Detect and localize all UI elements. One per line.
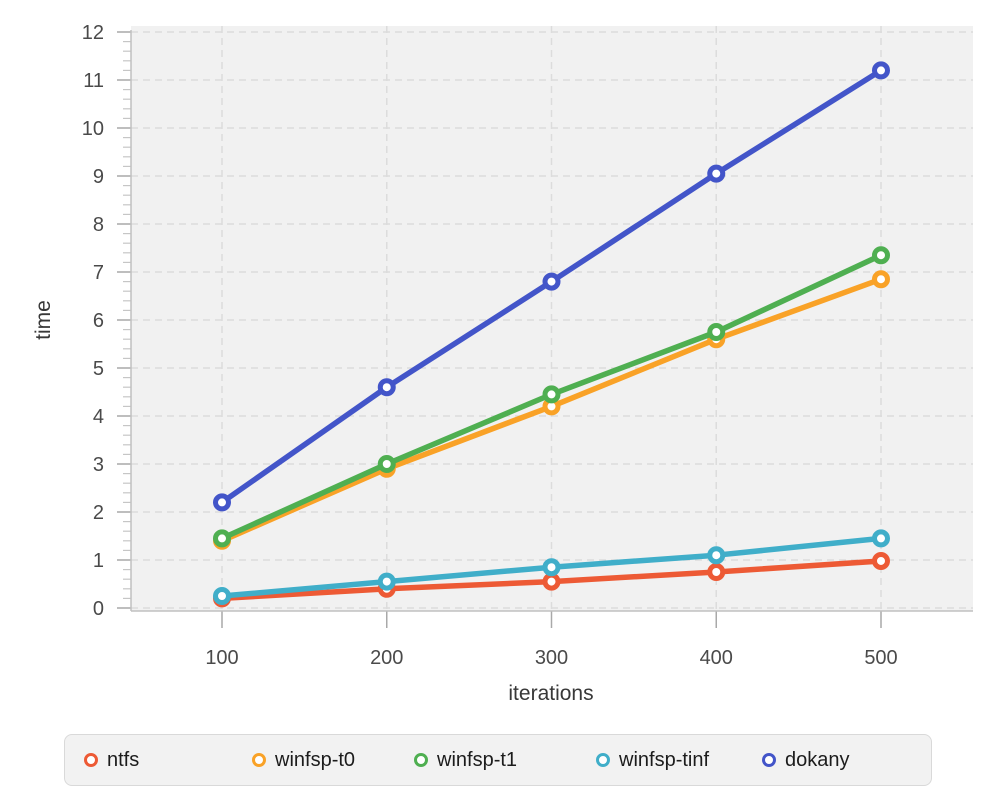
y-tick-label-5: 5 <box>93 358 104 380</box>
data-point-winfsp-tinf-500 <box>872 529 890 548</box>
data-point-dokany-400 <box>707 164 726 183</box>
y-tick-label-3: 3 <box>93 454 104 476</box>
x-axis-title: iterations <box>508 682 594 705</box>
data-point-winfsp-tinf-400 <box>707 546 726 565</box>
data-point-ntfs-500 <box>872 551 890 570</box>
data-point-winfsp-tinf-100 <box>213 587 231 605</box>
legend-label-dokany: dokany <box>785 748 850 771</box>
legend-marker-winfsp-t0 <box>252 753 266 767</box>
x-tick-label-400: 400 <box>700 647 733 669</box>
data-point-ntfs-400 <box>707 563 726 581</box>
data-point-winfsp-tinf-300 <box>542 558 561 577</box>
legend-label-winfsp-t1: winfsp-t1 <box>437 748 518 771</box>
legend: ntfs winfsp-t0 winfsp-t1 winfsp-tinf dokany <box>64 734 932 786</box>
y-tick-label-1: 1 <box>93 550 104 572</box>
legend-item-dokany[interactable]: dokany <box>762 735 850 785</box>
data-point-winfsp-t0-500 <box>872 270 890 289</box>
x-tick-label-300: 300 <box>535 647 568 669</box>
y-tick-label-9: 9 <box>93 166 104 188</box>
data-point-winfsp-t1-100 <box>213 529 231 548</box>
x-tick-label-500: 500 <box>864 647 897 669</box>
legend-marker-ntfs <box>84 753 98 767</box>
legend-item-winfsp-tinf[interactable]: winfsp-tinf <box>596 735 709 785</box>
data-point-ntfs-300 <box>542 572 561 591</box>
data-point-dokany-100 <box>213 493 231 512</box>
y-tick-label-2: 2 <box>93 502 104 524</box>
y-tick-label-4: 4 <box>93 406 104 428</box>
y-tick-label-8: 8 <box>93 214 104 236</box>
x-tick-label-100: 100 <box>205 647 238 669</box>
y-tick-label-12: 12 <box>82 22 104 44</box>
data-point-winfsp-tinf-200 <box>377 572 396 591</box>
legend-label-winfsp-tinf: winfsp-tinf <box>619 748 710 771</box>
legend-label-ntfs: ntfs <box>107 748 140 771</box>
y-tick-label-11: 11 <box>83 70 104 92</box>
data-point-winfsp-t1-300 <box>542 385 561 404</box>
y-tick-label-7: 7 <box>93 262 104 284</box>
y-tick-label-6: 6 <box>93 310 104 332</box>
data-point-winfsp-t1-400 <box>707 323 726 341</box>
data-point-winfsp-t1-200 <box>377 455 396 473</box>
legend-item-ntfs[interactable]: ntfs <box>84 735 139 785</box>
y-tick-label-10: 10 <box>82 118 104 140</box>
legend-marker-dokany <box>762 753 776 767</box>
legend-item-winfsp-t0[interactable]: winfsp-t0 <box>252 735 355 785</box>
legend-marker-winfsp-t1 <box>414 753 428 767</box>
legend-label-winfsp-t0: winfsp-t0 <box>275 748 356 771</box>
y-axis-title: time <box>32 300 55 340</box>
x-tick-label-200: 200 <box>370 647 403 669</box>
legend-item-winfsp-t1[interactable]: winfsp-t1 <box>414 735 517 785</box>
data-point-dokany-300 <box>542 272 561 291</box>
data-point-dokany-200 <box>377 378 396 397</box>
data-point-dokany-500 <box>872 61 890 80</box>
y-tick-label-0: 0 <box>93 598 104 620</box>
legend-marker-winfsp-tinf <box>596 753 610 767</box>
data-point-winfsp-t1-500 <box>872 246 890 265</box>
